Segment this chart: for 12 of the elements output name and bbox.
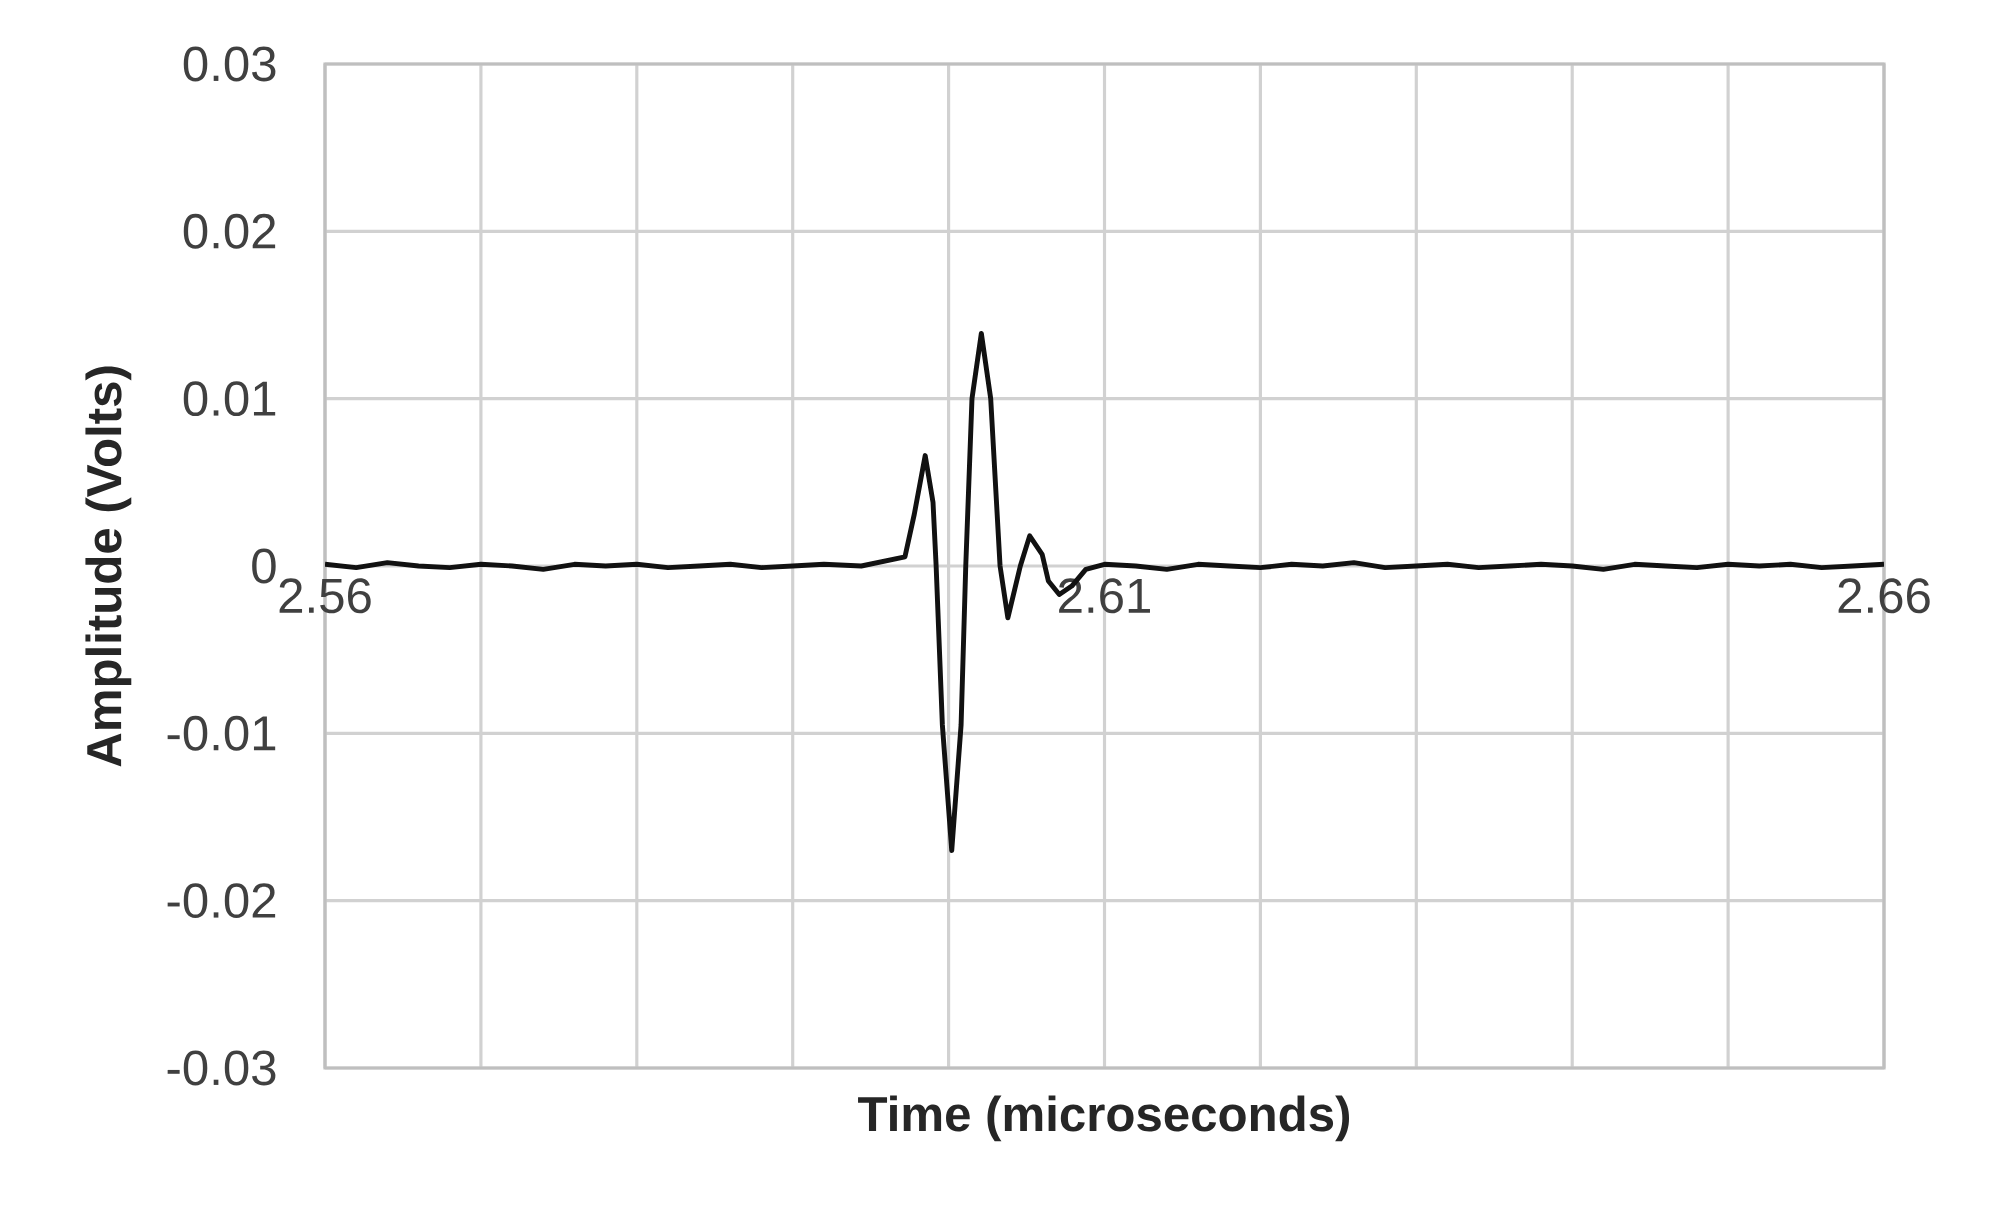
x-tick-label: 2.56 xyxy=(279,578,371,614)
y-tick-label: 0.02 xyxy=(183,213,276,249)
y-tick-label: 0 xyxy=(252,548,276,584)
y-tick-label: 0.03 xyxy=(183,46,276,82)
x-tick-label: 2.61 xyxy=(1059,578,1150,614)
y-tick-label: -0.01 xyxy=(167,715,276,751)
x-axis-title: Time (microseconds) xyxy=(858,1095,1350,1142)
y-tick-label: -0.03 xyxy=(167,1050,276,1086)
x-tick-label: 2.66 xyxy=(1838,578,1930,614)
y-tick-label: -0.02 xyxy=(167,883,276,919)
y-axis-title: Amplitude (Volts) xyxy=(85,366,132,767)
y-tick-label: 0.01 xyxy=(183,381,276,417)
